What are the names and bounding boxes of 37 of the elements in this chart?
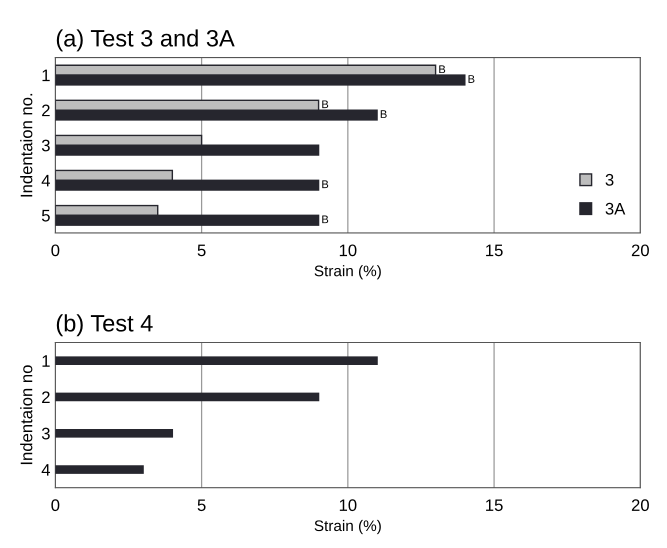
data-label: B <box>322 216 328 224</box>
chart-title: (b) Test 4 <box>56 314 153 336</box>
data-label: B <box>322 180 328 188</box>
y-tick-label: 3 <box>42 140 50 152</box>
x-tick-label: 20 <box>632 244 649 256</box>
x-tick-label: 0 <box>51 244 60 256</box>
x-tick-label: 10 <box>340 244 356 256</box>
y-tick-label: 3 <box>42 428 50 440</box>
y-axis-title: Indentaion no <box>20 365 32 464</box>
x-tick-label: 0 <box>51 499 60 512</box>
bar <box>55 428 174 438</box>
data-label: B <box>380 110 387 118</box>
y-tick-label: 4 <box>42 464 50 476</box>
data-label: B <box>468 75 474 83</box>
y-tick-label: 1 <box>42 355 50 367</box>
y-axis-title: Indentaion no. <box>20 94 32 196</box>
x-tick-label: 15 <box>486 499 503 512</box>
x-axis-title: Strain (%) <box>314 265 381 280</box>
legend-label: 3 <box>606 174 614 186</box>
y-tick-label: 2 <box>42 104 50 116</box>
x-tick-label: 5 <box>198 499 206 512</box>
bar <box>55 465 144 474</box>
data-label: B <box>322 100 328 108</box>
x-tick-label: 15 <box>486 244 503 256</box>
x-axis-title: Strain (%) <box>314 520 381 534</box>
x-tick-label: 5 <box>198 244 206 256</box>
y-tick-label: 1 <box>42 70 50 82</box>
y-tick-label: 5 <box>42 210 50 222</box>
bar <box>55 356 378 365</box>
y-tick-label: 4 <box>42 174 50 186</box>
legend-label: 3A <box>606 202 626 215</box>
y-tick-label: 2 <box>42 391 50 403</box>
x-tick-label: 10 <box>340 499 356 512</box>
data-label: B <box>439 65 446 74</box>
chart-title: (a) Test 3 and 3A <box>56 29 235 52</box>
bar <box>55 392 320 402</box>
x-tick-label: 20 <box>632 499 649 512</box>
